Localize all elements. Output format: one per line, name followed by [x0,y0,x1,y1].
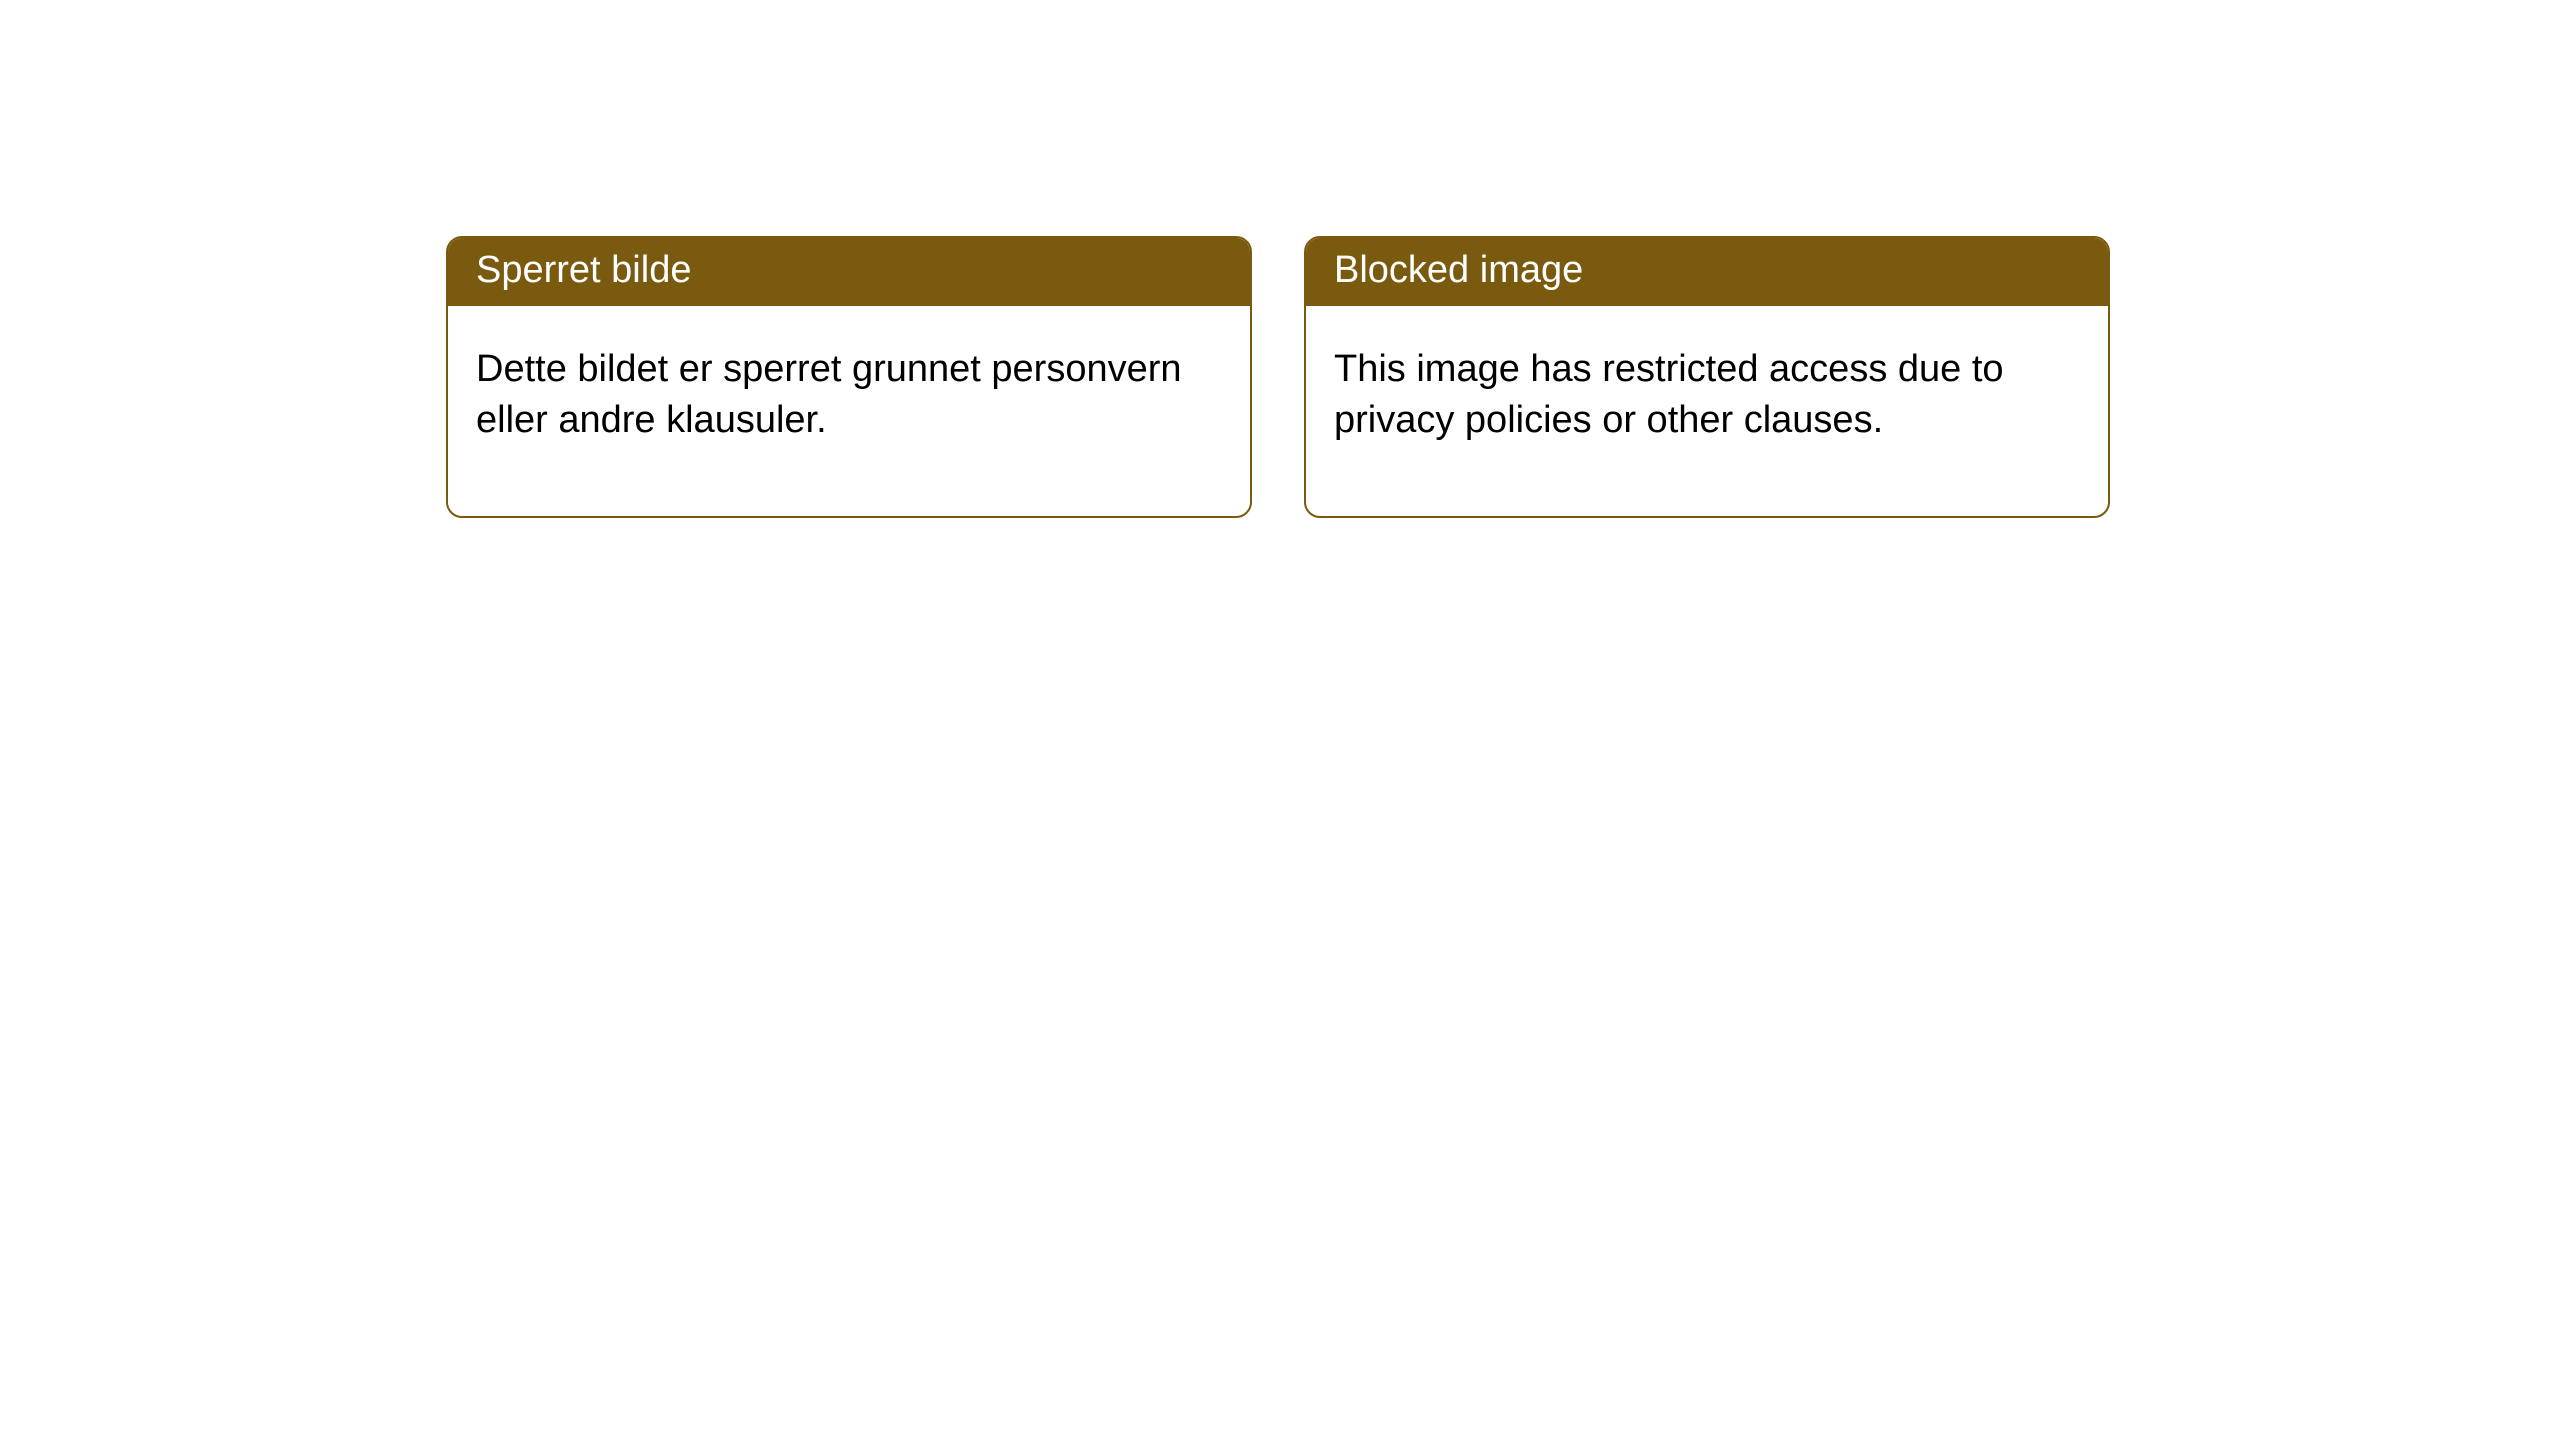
notice-card-no: Sperret bilde Dette bildet er sperret gr… [446,236,1252,518]
notice-header-en: Blocked image [1306,238,2108,306]
notice-container: Sperret bilde Dette bildet er sperret gr… [0,0,2560,518]
notice-body-en: This image has restricted access due to … [1306,306,2108,517]
notice-header-no: Sperret bilde [448,238,1250,306]
notice-card-en: Blocked image This image has restricted … [1304,236,2110,518]
notice-body-no: Dette bildet er sperret grunnet personve… [448,306,1250,517]
